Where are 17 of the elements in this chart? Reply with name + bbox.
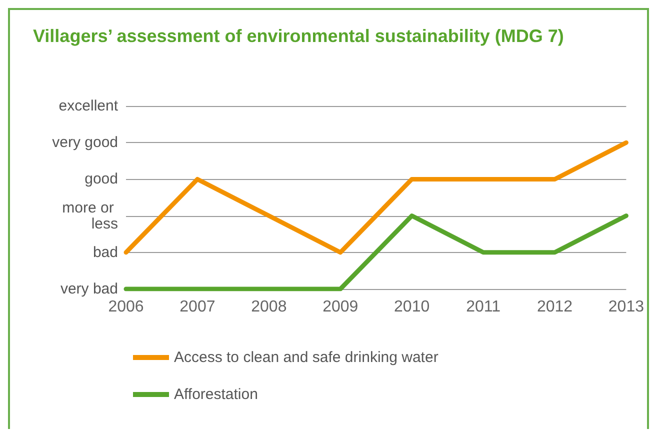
chart-title: Villagers’ assessment of environmental sustainability (MDG 7) <box>33 26 564 46</box>
text: very bad <box>60 280 118 298</box>
text: bad <box>92 244 118 261</box>
x-tick-label: 2008 <box>251 298 287 316</box>
legend-label: Access to clean and safe drinking water <box>174 349 438 366</box>
text: good <box>84 170 118 188</box>
text: excellent <box>58 98 119 114</box>
x-tick-label: 2010 <box>394 298 430 316</box>
legend-label: Afforestation <box>174 386 258 403</box>
x-tick-label: 2012 <box>536 298 573 316</box>
text: more or less <box>62 199 118 232</box>
text: very good <box>52 134 118 152</box>
x-tick-label: 2006 <box>108 298 144 316</box>
x-tick-label: 2011 <box>466 298 501 316</box>
x-tick-label: 2013 <box>608 298 644 316</box>
x-tick-label: 2007 <box>180 298 216 316</box>
x-tick-label: 2009 <box>322 298 358 316</box>
